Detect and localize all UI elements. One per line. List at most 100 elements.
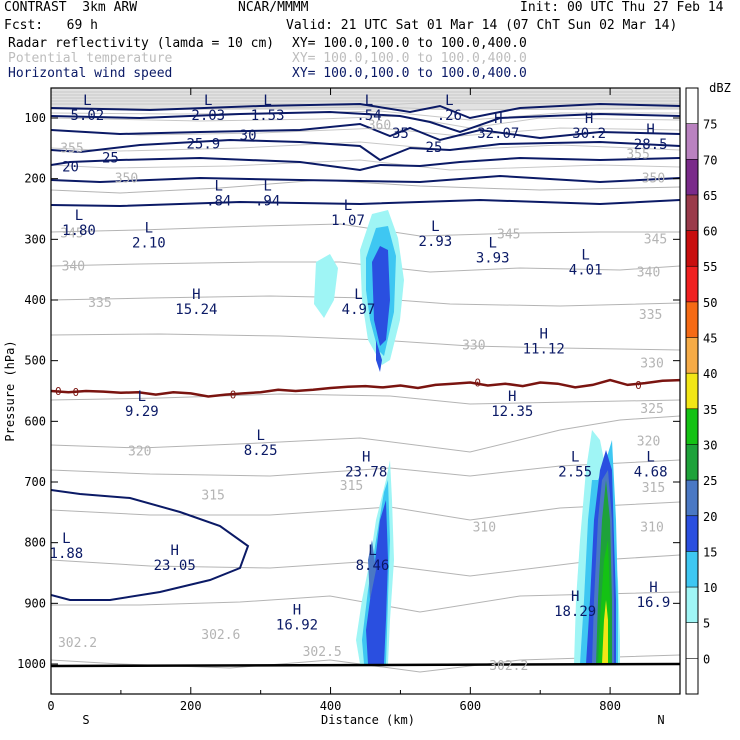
theta-contour-label: 330 [640, 357, 663, 372]
colorbar-level-label: 20 [703, 510, 717, 524]
theta-contour-label: 310 [473, 521, 496, 536]
center-label: NCAR/MMMM [238, 0, 309, 15]
theta-contour-label: 345 [497, 227, 520, 242]
x-tick-label: 400 [320, 699, 342, 713]
extremum-kind: L [263, 178, 271, 194]
theta-contour-label: 302.6 [201, 628, 240, 643]
extremum-kind: H [192, 287, 200, 303]
theta-contour-label: 345 [644, 232, 667, 247]
theta-contour-label: 330 [462, 339, 485, 354]
extremum-kind: L [215, 178, 223, 194]
extremum-kind: L [445, 93, 453, 109]
extremum-kind: L [431, 219, 439, 235]
extremum-value: 2.03 [191, 108, 225, 124]
colorbar-swatch [686, 373, 698, 409]
theta-contour-label: 315 [201, 488, 224, 503]
x-tick-label: 600 [459, 699, 481, 713]
colorbar-level-label: 35 [703, 403, 717, 417]
field-xy-theta: XY= 100.0,100.0 to 100.0,400.0 [292, 51, 527, 66]
colorbar-swatch [686, 587, 698, 623]
extremum-kind: L [488, 235, 496, 251]
extremum-value: 28.5 [634, 137, 668, 153]
x-axis-title: Distance (km) [321, 713, 415, 727]
extremum-value: .94 [255, 193, 280, 209]
y-tick-label: 700 [24, 475, 46, 489]
y-tick-label: 200 [24, 172, 46, 186]
extremum-value: .54 [356, 108, 381, 124]
extremum-kind: H [646, 122, 654, 138]
theta-contour-label: 350 [115, 172, 138, 187]
extremum-value: 30.2 [572, 126, 606, 142]
plot-frame [50, 87, 681, 695]
y-tick-label: 400 [24, 293, 46, 307]
extremum-kind: H [362, 450, 370, 466]
freezing-level-line [51, 378, 680, 398]
wind-contour-label: 20 [62, 160, 79, 176]
y-tick-label: 600 [24, 414, 46, 428]
theta-contour-label: 302.2 [58, 636, 97, 651]
theta-contour-label: 360 [368, 118, 391, 133]
extremum-value: 11.12 [523, 341, 565, 357]
wind-contour-label: 25.9 [186, 136, 220, 152]
extremum-kind: H [494, 111, 502, 127]
extremum-kind: L [368, 543, 376, 559]
extremum-value: 23.05 [154, 558, 196, 574]
extremum-kind: H [539, 326, 547, 342]
colorbar-level-label: 70 [703, 153, 717, 167]
field-xy-wind: XY= 100.0,100.0 to 100.0,400.0 [292, 66, 527, 81]
y-tick-label: 500 [24, 354, 46, 368]
theta-contour-label: 315 [340, 479, 363, 494]
colorbar-level-label: 15 [703, 545, 717, 559]
extremum-value: 1.07 [331, 213, 365, 229]
y-axis-title: Pressure (hPa) [3, 340, 17, 441]
freezing-level-label: 0 [72, 386, 79, 399]
extremum-value: 8.46 [356, 558, 390, 574]
extremum-value: 4.01 [569, 263, 603, 279]
init-time: Init: 00 UTC Thu 27 Feb 14 [520, 0, 724, 15]
extremum-value: 2.55 [558, 465, 592, 481]
extremum-value: 1.88 [50, 546, 84, 562]
colorbar-swatch [686, 658, 698, 694]
x-end-label-north: N [657, 713, 664, 727]
upper-isentrope-band [51, 88, 680, 171]
colorbar-swatch [686, 266, 698, 302]
field-label-theta: Potential temperature [8, 51, 173, 66]
freezing-level-label: 0 [55, 385, 62, 398]
extremum-value: .26 [437, 108, 462, 124]
extremum-kind: L [138, 389, 146, 405]
extremum-kind: L [145, 220, 153, 236]
field-label-reflectivity: Radar reflectivity (lamda = 10 cm) [8, 36, 275, 51]
extremum-kind: H [293, 603, 301, 619]
extremum-kind: H [508, 389, 516, 405]
colorbar-swatch [686, 551, 698, 588]
extremum-value: 1.80 [62, 223, 96, 239]
extremum-kind: L [204, 93, 212, 109]
valid-time: Valid: 21 UTC Sat 01 Mar 14 (07 ChT Sun … [286, 18, 678, 33]
extremum-value: 2.10 [132, 235, 166, 251]
theta-contour-label: 355 [60, 141, 83, 156]
colorbar-swatch [686, 301, 698, 338]
theta-contour-label: 320 [128, 445, 151, 460]
extremum-value: 16.92 [276, 618, 318, 634]
theta-contour-label: 340 [62, 260, 85, 275]
colorbar-swatch [686, 515, 698, 552]
colorbar-swatch [686, 159, 698, 195]
wind-contour-label: 35 [392, 126, 409, 142]
reflectivity-tower-mid [356, 460, 394, 664]
colorbar-level-label: 0 [703, 652, 710, 666]
colorbar-swatch [686, 480, 698, 516]
colorbar-level-label: 10 [703, 581, 717, 595]
x-tick-label: 200 [180, 699, 202, 713]
colorbar-level-label: 5 [703, 617, 710, 631]
colorbar-level-label: 65 [703, 189, 717, 203]
freezing-level-label: 0 [230, 389, 237, 402]
wind-contour-label: 25 [102, 150, 119, 166]
colorbar-level-label: 75 [703, 118, 717, 132]
colorbar-swatch [686, 444, 698, 481]
colorbar-level-label: 30 [703, 438, 717, 452]
wind-label-layer: 35 30 25.9 25 25 20 [62, 126, 442, 175]
theta-contour-label: 302.5 [303, 645, 342, 660]
colorbar-unit: dBZ [709, 81, 731, 95]
